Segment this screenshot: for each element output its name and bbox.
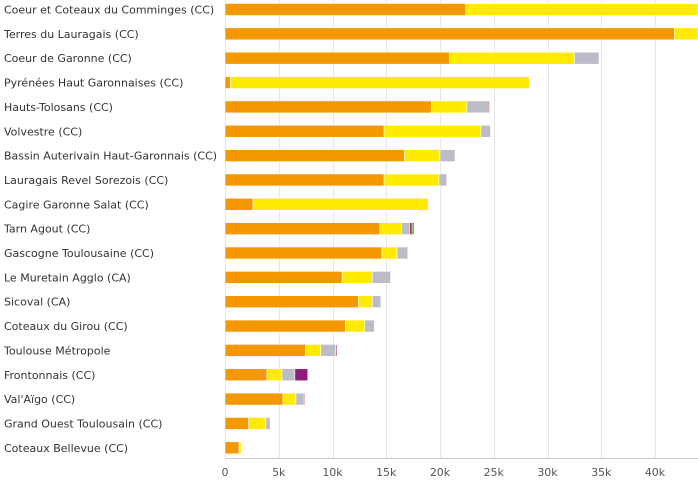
category-label: Val'Aïgo (CC) (4, 393, 75, 406)
category-label: Pyrénées Haut Garonnaises (CC) (4, 77, 183, 90)
bar-segment[interactable] (224, 76, 231, 89)
category-label: Volvestre (CC) (4, 125, 82, 138)
bar-segment[interactable] (224, 271, 343, 284)
bar-segment[interactable] (439, 149, 456, 162)
bar-segment[interactable] (341, 271, 373, 284)
bar-segment[interactable] (265, 417, 271, 430)
bars (224, 3, 698, 455)
bar-segment[interactable] (224, 222, 381, 235)
bar-segment[interactable] (364, 319, 375, 333)
bar-segment[interactable] (381, 246, 398, 260)
category-label: Terres du Lauragais (CC) (3, 28, 139, 41)
x-tick-label: 5k (272, 466, 286, 479)
bar-segment[interactable] (224, 417, 249, 430)
bar-segment[interactable] (224, 295, 359, 309)
bar-segment[interactable] (488, 100, 490, 114)
category-label: Lauragais Revel Sorezois (CC) (4, 174, 168, 187)
x-tick-label: 20k (430, 466, 451, 479)
bar-segment[interactable] (383, 173, 440, 187)
category-label: Toulouse Métropole (3, 344, 111, 357)
bar-segment[interactable] (294, 368, 309, 382)
x-tick-label: 10k (322, 466, 343, 479)
bar-segment[interactable] (224, 198, 254, 211)
bar-segment[interactable] (224, 173, 385, 187)
bar-segment[interactable] (466, 100, 489, 114)
bar-segment[interactable] (224, 27, 675, 41)
bar-segment[interactable] (404, 149, 441, 162)
bar-segment[interactable] (224, 368, 268, 382)
bar-segment[interactable] (224, 246, 383, 260)
x-tick-label: 15k (376, 466, 397, 479)
bar-segment[interactable] (224, 392, 284, 406)
bar-segment[interactable] (295, 392, 304, 406)
category-labels: Coeur et Coteaux du Comminges (CC) Terres… (3, 4, 217, 455)
x-tick-label: 35k (591, 466, 612, 479)
bar-segment[interactable] (674, 27, 698, 41)
category-label: Tarn Agout (CC) (3, 223, 90, 236)
bar-segment[interactable] (224, 100, 432, 114)
bar-segment[interactable] (238, 441, 242, 455)
bar-segment[interactable] (224, 149, 405, 162)
category-label: Le Muretain Agglo (CA) (4, 271, 131, 284)
x-tick-label: 40k (645, 466, 666, 479)
bar-segment[interactable] (449, 51, 575, 65)
x-tick-label: 0 (222, 466, 229, 479)
bar-segment[interactable] (320, 344, 337, 357)
category-label: Cagire Garonne Salat (CC) (4, 198, 149, 211)
category-label: Coteaux du Girou (CC) (4, 320, 128, 333)
bar-segment[interactable] (224, 319, 346, 333)
category-label: Coeur de Garonne (CC) (4, 52, 132, 65)
bar-segment[interactable] (303, 392, 305, 406)
bar-segment[interactable] (248, 417, 267, 430)
bar-segment[interactable] (431, 100, 468, 114)
bar-segment[interactable] (371, 271, 391, 284)
category-label: Hauts-Tolosans (CC) (4, 101, 113, 114)
bar-segment[interactable] (379, 222, 402, 235)
category-label: Coeur et Coteaux du Comminges (CC) (4, 4, 214, 17)
bar-segment[interactable] (305, 344, 321, 357)
bar-segment[interactable] (224, 124, 385, 138)
bar-segment[interactable] (409, 222, 413, 235)
bar-segment[interactable] (574, 51, 600, 65)
bar-segment[interactable] (345, 319, 366, 333)
bar-segment[interactable] (224, 51, 450, 65)
bar-segment[interactable] (224, 344, 306, 357)
x-tick-label: 25k (484, 466, 505, 479)
x-tick-label: 30k (537, 466, 558, 479)
bar-segment[interactable] (438, 173, 446, 187)
bar-segment[interactable] (282, 392, 297, 406)
bar-segment[interactable] (371, 295, 382, 309)
x-tick-labels: 0 5k 10k 15k 20k 25k 30k 35k 40k (222, 466, 666, 479)
bar-segment[interactable] (411, 222, 415, 235)
bar-segment[interactable] (335, 344, 338, 357)
category-label: Frontonnais (CC) (4, 369, 95, 382)
category-label: Coteaux Bellevue (CC) (4, 442, 128, 455)
category-label: Grand Ouest Toulousain (CC) (4, 417, 162, 430)
bar-segment[interactable] (281, 368, 296, 382)
bar-segment[interactable] (383, 124, 482, 138)
bar-segment[interactable] (445, 173, 447, 187)
bar-segment[interactable] (400, 222, 411, 235)
bar-segment[interactable] (230, 76, 530, 89)
bar-segment[interactable] (396, 246, 409, 260)
bar-segment[interactable] (266, 368, 283, 382)
category-label: Bassin Auterivain Haut-Garonnais (CC) (4, 150, 217, 163)
category-label: Gascogne Toulousaine (CC) (4, 247, 154, 260)
bar-segment[interactable] (357, 295, 373, 309)
bar-segment[interactable] (480, 124, 491, 138)
category-label: Sicoval (CA) (4, 296, 70, 309)
bar-segment[interactable] (252, 198, 429, 211)
bar-segment[interactable] (224, 3, 467, 16)
bar-segment[interactable] (224, 441, 240, 455)
bar-segment[interactable] (465, 3, 698, 16)
